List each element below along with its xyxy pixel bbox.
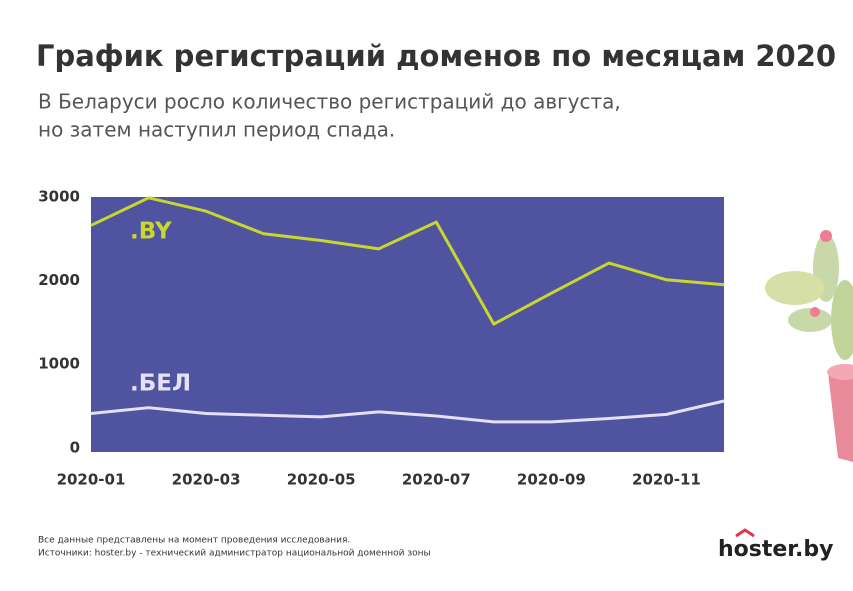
y-tick-label: 2000 — [38, 271, 80, 289]
y-tick-label: 1000 — [38, 355, 80, 373]
x-tick-label: 2020-05 — [287, 471, 356, 489]
legend-label: .BY — [130, 219, 172, 245]
plot-background — [91, 197, 724, 452]
chart-title: График регистраций доменов по месяцам 20… — [36, 39, 836, 73]
subtitle: но затем наступил период спада. — [38, 118, 395, 142]
logo: hoster.by — [718, 537, 833, 562]
y-tick-label: 0 — [70, 438, 80, 456]
footnote: Все данные представлены на момент провед… — [38, 536, 350, 546]
x-tick-label: 2020-03 — [172, 471, 241, 489]
x-tick-label: 2020-01 — [57, 471, 126, 489]
y-tick-label: 3000 — [38, 188, 80, 206]
footnote: Источники: hoster.by - технический админ… — [38, 549, 431, 559]
subtitle: В Беларуси росло количество регистраций … — [38, 90, 621, 114]
legend-label: .БЕЛ — [130, 371, 191, 397]
cactus-decoration — [765, 230, 853, 462]
logo-icon — [735, 528, 755, 538]
x-tick-label: 2020-07 — [402, 471, 471, 489]
line — [90, 196, 725, 326]
line — [90, 399, 725, 424]
x-tick-label: 2020-09 — [517, 471, 586, 489]
x-tick-label: 2020-11 — [632, 471, 701, 489]
